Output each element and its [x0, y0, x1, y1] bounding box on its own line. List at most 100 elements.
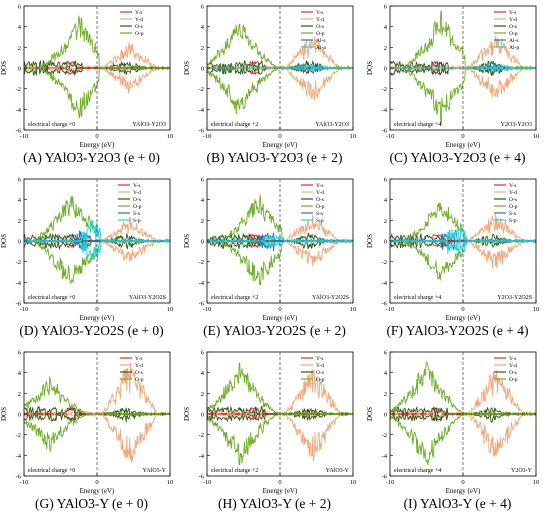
- dos-panel-a: -6 -4 -2 0 2 4 6 -10 0 10 Energy (eV) DOS electrical…: [0, 0, 183, 173]
- x-tick-label: -10: [386, 133, 395, 140]
- charge-annotation: electrical charge +0: [28, 122, 75, 128]
- y-tick-label: -2: [16, 432, 21, 439]
- panel-caption: (D) YAlO3-Y2O2S (e + 0): [19, 323, 164, 338]
- x-tick-label: -10: [20, 479, 29, 486]
- x-tick-label: 0: [461, 306, 464, 313]
- y-axis-label: DOS: [366, 61, 374, 75]
- legend-label-y-s: Y-s: [316, 183, 323, 189]
- x-tick-label: -10: [203, 479, 212, 486]
- y-axis-label: DOS: [183, 407, 191, 421]
- series-line-s-p-up: [389, 227, 536, 242]
- x-axis-label: Energy (eV): [80, 314, 115, 322]
- y-tick-label: -6: [382, 128, 388, 135]
- legend-label-y-d: Y-d: [509, 190, 517, 196]
- y-tick-label: 6: [384, 350, 388, 357]
- legend-label-y-d: Y-d: [509, 17, 517, 23]
- legend-label-o-p: O-p: [509, 31, 518, 37]
- x-tick-label: 0: [95, 479, 98, 486]
- legend-label-s-s: S-s: [133, 211, 140, 217]
- x-tick-label: 0: [461, 133, 464, 140]
- x-tick-label: 10: [533, 479, 540, 486]
- y-tick-label: -2: [16, 259, 21, 266]
- legend-label-o-s: O-s: [316, 24, 324, 30]
- y-tick-label: 2: [384, 218, 387, 225]
- y-tick-label: 0: [18, 66, 21, 73]
- y-axis-label: DOS: [0, 234, 8, 248]
- legend-label-y-s: Y-s: [509, 183, 516, 189]
- panel-caption: (I) YAlO3-Y (e + 4): [403, 496, 512, 511]
- system-annotation: YAlO3-Y2O2S: [312, 295, 349, 301]
- charge-annotation: electrical charge +0: [28, 295, 75, 301]
- y-tick-label: 6: [384, 4, 388, 11]
- charge-annotation: electrical charge +0: [28, 468, 75, 474]
- x-tick-label: 10: [167, 479, 174, 486]
- y-tick-label: -2: [199, 259, 204, 266]
- y-tick-label: 0: [201, 239, 204, 246]
- legend-label-y-d: Y-d: [316, 190, 324, 196]
- y-tick-label: 4: [384, 370, 388, 377]
- legend-label-o-s: O-s: [316, 370, 324, 376]
- legend-label-o-s: O-s: [135, 370, 143, 376]
- y-tick-label: 0: [18, 412, 21, 419]
- panel-caption: (G) YAlO3-Y (e + 0): [34, 496, 149, 511]
- y-tick-label: -2: [199, 432, 204, 439]
- charge-annotation: electrical charge +4: [394, 122, 441, 128]
- system-annotation: Y2O3-Y: [511, 468, 533, 474]
- y-tick-label: -6: [199, 128, 205, 135]
- x-tick-label: 10: [167, 133, 174, 140]
- series-line-o-p-up: [24, 15, 171, 69]
- x-axis-label: Energy (eV): [263, 314, 298, 322]
- legend-label-y-s: Y-s: [135, 356, 142, 362]
- legend-label-o-p: O-p: [316, 377, 325, 383]
- x-tick-label: -10: [203, 306, 212, 313]
- y-tick-label: -2: [199, 86, 204, 93]
- y-tick-label: 2: [18, 45, 21, 52]
- dos-chart: -6 -4 -2 0 2 4 6 -10 0 10 Energy (eV) DOS electrical…: [0, 4, 174, 150]
- y-tick-label: 2: [201, 45, 204, 52]
- y-axis-label: DOS: [366, 407, 374, 421]
- y-tick-label: 4: [384, 24, 388, 31]
- legend-label-al-p: Al-p: [316, 45, 326, 51]
- dos-chart: -6 -4 -2 0 2 4 6 -10 0 10 Energy (eV) DOS electrical…: [366, 350, 540, 496]
- y-tick-label: 2: [384, 391, 387, 398]
- legend-label-s-p: S-p: [133, 218, 141, 224]
- x-tick-label: 10: [350, 479, 357, 486]
- charge-annotation: electrical charge +2: [211, 122, 258, 128]
- y-tick-label: 4: [18, 24, 22, 31]
- dos-panel-i: -6 -4 -2 0 2 4 6 -10 0 10 Energy (eV) DOS electrical…: [366, 346, 549, 519]
- x-axis-label: Energy (eV): [263, 487, 298, 495]
- x-axis-label: Energy (eV): [446, 314, 481, 322]
- x-tick-label: 0: [95, 133, 98, 140]
- y-tick-label: 4: [201, 370, 205, 377]
- x-tick-label: 0: [95, 306, 98, 313]
- panel-caption: (H) YAlO3-Y (e + 2): [217, 496, 332, 511]
- legend-label-o-p: O-p: [316, 31, 325, 37]
- x-tick-label: -10: [20, 306, 29, 313]
- legend-label-al-s: Al-s: [509, 38, 518, 44]
- legend-label-o-s: O-s: [135, 24, 143, 30]
- dos-panel-b: -6 -4 -2 0 2 4 6 -10 0 10 Energy (eV) DOS electrical…: [183, 0, 366, 173]
- x-axis-label: Energy (eV): [446, 487, 481, 495]
- panel-caption: (A) YAlO3-Y2O3 (e + 0): [23, 150, 160, 165]
- dos-panel-e: -6 -4 -2 0 2 4 6 -10 0 10 Energy (eV) DOS electrical…: [183, 173, 366, 346]
- y-tick-label: 6: [384, 177, 388, 184]
- y-tick-label: 2: [384, 45, 387, 52]
- system-annotation: YAlO3-Y: [326, 468, 350, 474]
- y-tick-label: 4: [384, 197, 388, 204]
- legend-label-s-s: S-s: [316, 211, 323, 217]
- y-tick-label: 4: [18, 370, 22, 377]
- dos-chart: -6 -4 -2 0 2 4 6 -10 0 10 Energy (eV) DOS electrical…: [0, 177, 173, 323]
- legend-label-o-p: O-p: [135, 377, 144, 383]
- y-tick-label: -2: [382, 432, 387, 439]
- system-annotation: YAlO3-Y2O3: [315, 122, 349, 128]
- legend-label-o-s: O-s: [509, 370, 517, 376]
- y-tick-label: -6: [382, 301, 388, 308]
- y-tick-label: 0: [384, 412, 387, 419]
- system-annotation: YAlO3-Y2O2S: [129, 295, 166, 301]
- y-tick-label: 6: [201, 350, 205, 357]
- y-tick-label: 0: [384, 239, 387, 246]
- x-tick-label: 0: [278, 479, 281, 486]
- dos-panel-g: -6 -4 -2 0 2 4 6 -10 0 10 Energy (eV) DOS electrical…: [0, 346, 183, 519]
- panel-caption: (E) YAlO3-Y2O2S (e + 2): [203, 323, 346, 338]
